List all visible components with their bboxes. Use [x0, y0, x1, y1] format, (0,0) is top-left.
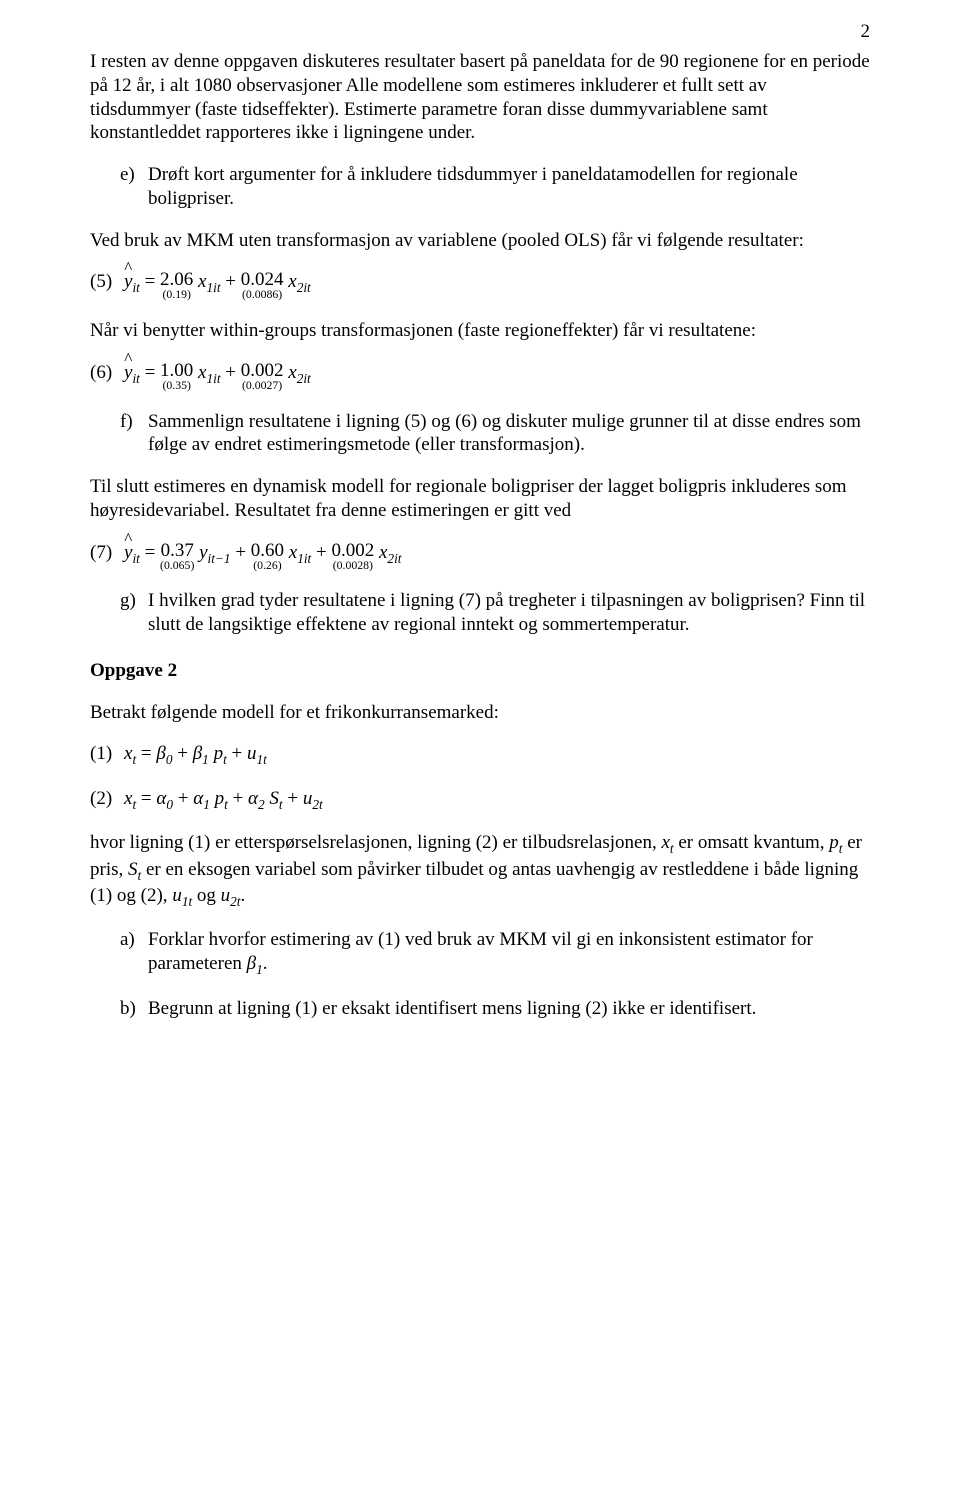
eq2-p-sub: t	[224, 797, 228, 812]
item-b: b)Begrunn at ligning (1) er eksakt ident…	[120, 997, 870, 1021]
p6-e: og	[192, 885, 221, 906]
eq7-c1: 0.37	[160, 541, 194, 560]
eq7-v2-sub: 1it	[297, 550, 311, 565]
sym-b1-v: β	[247, 953, 256, 974]
eq1-p: p	[214, 743, 224, 764]
item-e-text: Drøft kort argumenter for å inkludere ti…	[148, 164, 798, 209]
p6-b: er omsatt kvantum,	[674, 832, 830, 853]
eq6-x1-sub: 1it	[206, 371, 220, 386]
item-b-marker: b)	[120, 997, 148, 1021]
item-g-marker: g)	[120, 589, 148, 613]
eq1-lhs-sub: t	[132, 752, 136, 767]
paragraph-within: Når vi benytter within-groups transforma…	[90, 319, 870, 343]
eq7-v1-sub: it−1	[208, 550, 231, 565]
eq1-p-sub: t	[223, 752, 227, 767]
eq1-label: (1)	[90, 742, 124, 766]
eq2-S-sub: t	[279, 797, 283, 812]
paragraph-definitions: hvor ligning (1) er etterspørselsrelasjo…	[90, 831, 870, 910]
eq5-label: (5)	[90, 270, 124, 294]
eq2-lhs-sub: t	[132, 797, 136, 812]
eq5-x1-sub: 1it	[206, 280, 220, 295]
eq7-se3: (0.0028)	[331, 560, 374, 572]
item-f: f)Sammenlign resultatene i ligning (5) o…	[120, 410, 870, 458]
sym-pt-v: p	[829, 832, 839, 853]
sym-u2t-v: u	[221, 885, 231, 906]
sym-u1t-s: 1t	[182, 894, 192, 909]
eq7-label: (7)	[90, 541, 124, 565]
sym-xt-v: x	[661, 832, 669, 853]
eq7-se2: (0.26)	[251, 560, 284, 572]
eq1-u-sub: 1t	[257, 752, 267, 767]
equation-7: (7) yit = 0.37(0.065) yit−1 + 0.60(0.26)…	[90, 541, 870, 572]
equation-6: (6) yit = 1.00(0.35) x1it + 0.002(0.0027…	[90, 361, 870, 392]
eq2-u-sub: 2t	[312, 797, 322, 812]
eq6-se2: (0.0027)	[241, 380, 284, 392]
eq1-b1-sub: 1	[202, 752, 209, 767]
sym-b1-s: 1	[256, 962, 263, 977]
item-e: e)Drøft kort argumenter for å inkludere …	[120, 163, 870, 211]
eq5-x2: x	[288, 271, 296, 292]
eq2-a2: α	[248, 788, 258, 809]
paragraph-dynamic: Til slutt estimeres en dynamisk modell f…	[90, 475, 870, 523]
eq5-c2: 0.024	[241, 270, 284, 289]
eq2-a2-sub: 2	[258, 797, 265, 812]
eq1-u: u	[247, 743, 257, 764]
eq6-se1: (0.35)	[160, 380, 193, 392]
item-a-text-b: .	[263, 953, 268, 974]
eq6-x2: x	[288, 362, 296, 383]
eq2-p: p	[215, 788, 225, 809]
item-f-text: Sammenlign resultatene i ligning (5) og …	[148, 411, 861, 456]
eq6-lhs-var: y	[124, 362, 132, 383]
eq5-x2-sub: 2it	[297, 280, 311, 295]
eq6-lhs-sub: it	[132, 371, 139, 386]
section-2-heading: Oppgave 2	[90, 659, 870, 683]
eq5-lhs-var: y	[124, 271, 132, 292]
eq7-v3-sub: 2it	[387, 550, 401, 565]
paragraph-market-model: Betrakt følgende modell for et frikonkur…	[90, 701, 870, 725]
eq2-label: (2)	[90, 787, 124, 811]
page-number: 2	[861, 20, 871, 44]
sym-u2t-s: 2t	[230, 894, 240, 909]
p6-f: .	[241, 885, 246, 906]
eq2-a0: α	[156, 788, 166, 809]
eq1-b0-sub: 0	[166, 752, 173, 767]
eq1-b0: β	[156, 743, 165, 764]
paragraph-pooled-ols: Ved bruk av MKM uten transformasjon av v…	[90, 229, 870, 253]
eq7-v2: x	[289, 542, 297, 563]
eq5-c1: 2.06	[160, 270, 193, 289]
eq6-label: (6)	[90, 361, 124, 385]
p6-a: hvor ligning (1) er etterspørselsrelasjo…	[90, 832, 661, 853]
eq6-c1: 1.00	[160, 361, 193, 380]
equation-2: (2) xt = α0 + α1 pt + α2 St + u2t	[90, 787, 870, 813]
eq7-se1: (0.065)	[160, 560, 194, 572]
item-g: g)I hvilken grad tyder resultatene i lig…	[120, 589, 870, 637]
item-e-marker: e)	[120, 163, 148, 187]
eq6-x2-sub: 2it	[297, 371, 311, 386]
paragraph-intro: I resten av denne oppgaven diskuteres re…	[90, 50, 870, 145]
item-a: a)Forklar hvorfor estimering av (1) ved …	[120, 928, 870, 978]
eq7-c2: 0.60	[251, 541, 284, 560]
item-f-marker: f)	[120, 410, 148, 434]
equation-1: (1) xt = β0 + β1 pt + u1t	[90, 742, 870, 768]
eq1-b1: β	[193, 743, 202, 764]
eq5-se2: (0.0086)	[241, 289, 284, 301]
eq7-lhs-sub: it	[132, 550, 139, 565]
eq2-a0-sub: 0	[166, 797, 173, 812]
equation-5: (5) yit = 2.06(0.19) x1it + 0.024(0.0086…	[90, 270, 870, 301]
eq7-lhs-var: y	[124, 542, 132, 563]
sym-u1t-v: u	[172, 885, 182, 906]
eq6-c2: 0.002	[241, 361, 284, 380]
eq2-a1-sub: 1	[203, 797, 210, 812]
item-a-marker: a)	[120, 928, 148, 952]
item-g-text: I hvilken grad tyder resultatene i ligni…	[148, 590, 865, 635]
eq2-S: S	[269, 788, 279, 809]
sym-St-v: S	[128, 859, 138, 880]
eq2-a1: α	[193, 788, 203, 809]
eq7-c3: 0.002	[331, 541, 374, 560]
eq5-se1: (0.19)	[160, 289, 193, 301]
item-b-text: Begrunn at ligning (1) er eksakt identif…	[148, 998, 756, 1019]
eq2-u: u	[303, 788, 313, 809]
eq7-v1: y	[199, 542, 207, 563]
eq5-lhs-sub: it	[132, 280, 139, 295]
